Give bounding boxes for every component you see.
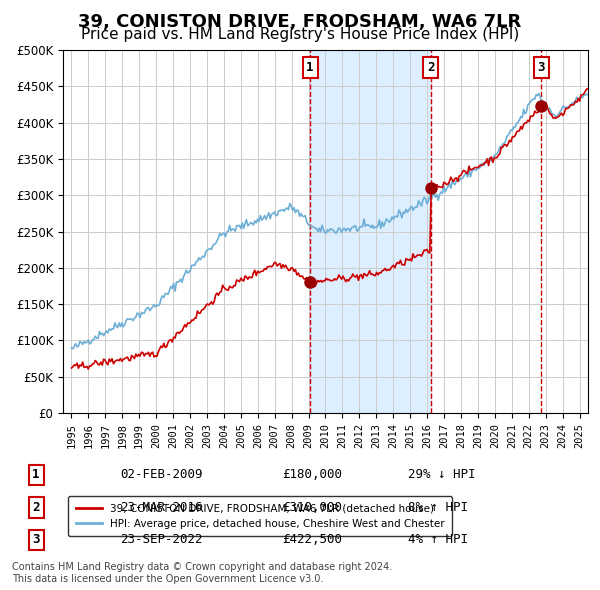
Text: 39, CONISTON DRIVE, FRODSHAM, WA6 7LR: 39, CONISTON DRIVE, FRODSHAM, WA6 7LR	[79, 13, 521, 31]
Bar	[310, 50, 431, 413]
Text: 23-MAR-2016: 23-MAR-2016	[120, 501, 203, 514]
Text: 2: 2	[427, 61, 434, 74]
Text: 4% ↑ HPI: 4% ↑ HPI	[408, 533, 468, 546]
Text: 1: 1	[32, 468, 40, 481]
Text: 3: 3	[32, 533, 40, 546]
Text: £422,500: £422,500	[282, 533, 342, 546]
Text: 2: 2	[32, 501, 40, 514]
Text: This data is licensed under the Open Government Licence v3.0.: This data is licensed under the Open Gov…	[12, 574, 323, 584]
Text: Price paid vs. HM Land Registry's House Price Index (HPI): Price paid vs. HM Land Registry's House …	[81, 27, 519, 42]
Text: 23-SEP-2022: 23-SEP-2022	[120, 533, 203, 546]
Text: 29% ↓ HPI: 29% ↓ HPI	[408, 468, 476, 481]
Text: Contains HM Land Registry data © Crown copyright and database right 2024.: Contains HM Land Registry data © Crown c…	[12, 562, 392, 572]
Text: 8% ↑ HPI: 8% ↑ HPI	[408, 501, 468, 514]
Text: £180,000: £180,000	[282, 468, 342, 481]
Legend: 39, CONISTON DRIVE, FRODSHAM, WA6 7LR (detached house), HPI: Average price, deta: 39, CONISTON DRIVE, FRODSHAM, WA6 7LR (d…	[68, 496, 452, 536]
Text: 02-FEB-2009: 02-FEB-2009	[120, 468, 203, 481]
Text: £310,000: £310,000	[282, 501, 342, 514]
Text: 3: 3	[538, 61, 545, 74]
Text: 1: 1	[306, 61, 314, 74]
